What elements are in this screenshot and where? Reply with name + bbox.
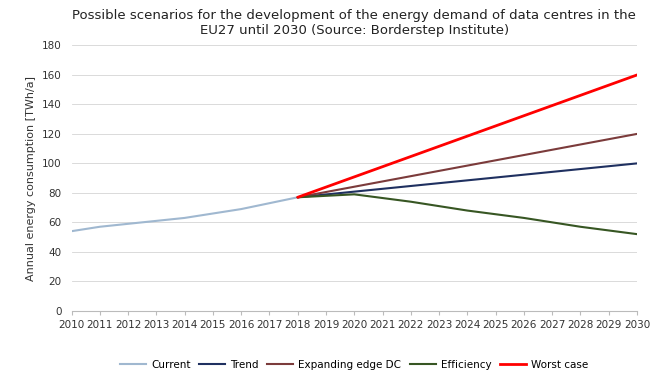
Expanding edge DC <box>294 195 302 200</box>
Current <box>209 211 217 216</box>
Efficiency <box>633 232 641 236</box>
Current <box>96 224 104 229</box>
Trend <box>294 195 302 200</box>
Current <box>237 207 245 211</box>
Worst case <box>294 195 302 200</box>
Line: Trend: Trend <box>298 163 637 197</box>
Efficiency <box>294 195 302 200</box>
Expanding edge DC <box>633 132 641 136</box>
Current <box>124 222 132 226</box>
Trend <box>633 161 641 166</box>
Current <box>266 201 274 205</box>
Legend: Current, Trend, Expanding edge DC, Efficiency, Worst case: Current, Trend, Expanding edge DC, Effic… <box>116 356 593 374</box>
Efficiency <box>407 199 415 204</box>
Line: Worst case: Worst case <box>298 75 637 197</box>
Current <box>153 219 161 223</box>
Title: Possible scenarios for the development of the energy demand of data centres in t: Possible scenarios for the development o… <box>72 9 636 38</box>
Y-axis label: Annual energy consumption [TWh/a]: Annual energy consumption [TWh/a] <box>27 76 36 280</box>
Current <box>294 195 302 200</box>
Line: Current: Current <box>72 197 298 231</box>
Worst case <box>633 73 641 77</box>
Current <box>181 216 188 220</box>
Line: Efficiency: Efficiency <box>298 194 637 234</box>
Line: Expanding edge DC: Expanding edge DC <box>298 134 637 197</box>
Efficiency <box>520 216 528 220</box>
Efficiency <box>577 224 584 229</box>
Efficiency <box>350 192 358 197</box>
Efficiency <box>463 208 471 213</box>
Current <box>68 229 75 233</box>
